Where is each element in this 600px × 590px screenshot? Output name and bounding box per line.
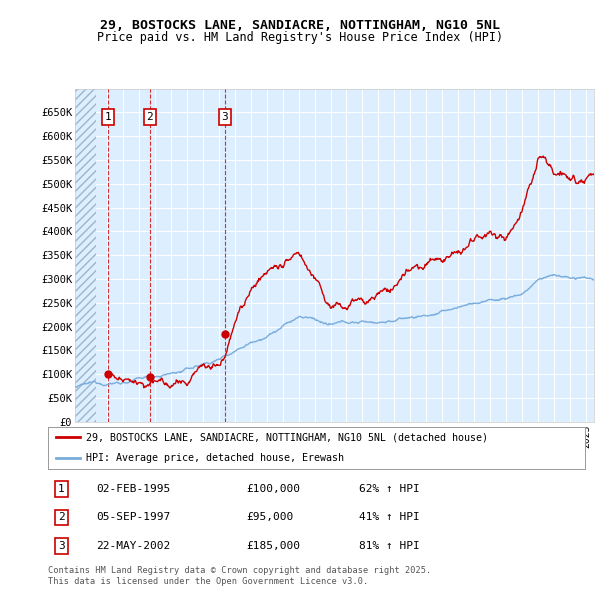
Text: 2: 2 xyxy=(146,112,153,122)
Text: £100,000: £100,000 xyxy=(247,484,301,494)
Text: 2: 2 xyxy=(58,513,65,522)
Text: 81% ↑ HPI: 81% ↑ HPI xyxy=(359,541,420,550)
Text: 1: 1 xyxy=(58,484,65,494)
Text: 41% ↑ HPI: 41% ↑ HPI xyxy=(359,513,420,522)
Text: 3: 3 xyxy=(58,541,65,550)
Text: 29, BOSTOCKS LANE, SANDIACRE, NOTTINGHAM, NG10 5NL: 29, BOSTOCKS LANE, SANDIACRE, NOTTINGHAM… xyxy=(100,19,500,32)
Text: Contains HM Land Registry data © Crown copyright and database right 2025.
This d: Contains HM Land Registry data © Crown c… xyxy=(48,566,431,586)
Bar xyxy=(75,88,96,422)
Text: 29, BOSTOCKS LANE, SANDIACRE, NOTTINGHAM, NG10 5NL (detached house): 29, BOSTOCKS LANE, SANDIACRE, NOTTINGHAM… xyxy=(86,432,488,442)
Text: 62% ↑ HPI: 62% ↑ HPI xyxy=(359,484,420,494)
Text: £95,000: £95,000 xyxy=(247,513,294,522)
Text: 02-FEB-1995: 02-FEB-1995 xyxy=(97,484,170,494)
Text: Price paid vs. HM Land Registry's House Price Index (HPI): Price paid vs. HM Land Registry's House … xyxy=(97,31,503,44)
Text: 05-SEP-1997: 05-SEP-1997 xyxy=(97,513,170,522)
Text: HPI: Average price, detached house, Erewash: HPI: Average price, detached house, Erew… xyxy=(86,454,344,463)
Text: 1: 1 xyxy=(105,112,112,122)
Text: £185,000: £185,000 xyxy=(247,541,301,550)
Text: 22-MAY-2002: 22-MAY-2002 xyxy=(97,541,170,550)
Text: 3: 3 xyxy=(221,112,228,122)
